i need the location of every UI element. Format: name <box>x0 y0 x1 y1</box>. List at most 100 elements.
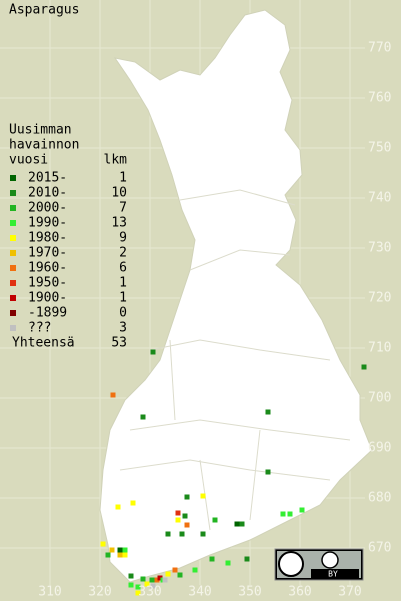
occurrence <box>175 510 181 516</box>
license-text: BY <box>328 570 338 579</box>
finland-outline <box>99 9 373 583</box>
by-bar <box>311 569 359 578</box>
x-tick-label: 320 <box>88 585 111 600</box>
x-tick-label: 360 <box>288 585 311 600</box>
occurrence <box>130 500 136 506</box>
occurrence <box>117 552 123 558</box>
legend-swatch <box>10 175 16 181</box>
legend-count: 1 <box>119 276 127 291</box>
x-tick-label: 330 <box>138 585 161 600</box>
occurrence <box>100 541 106 547</box>
legend-label: 1900- <box>28 291 67 306</box>
occurrence <box>122 547 128 553</box>
occurrence <box>115 504 121 510</box>
occurrence <box>165 571 171 577</box>
legend-swatch <box>10 325 16 331</box>
y-tick-label: 730 <box>368 241 391 256</box>
legend-label: 2010- <box>28 186 67 201</box>
occurrence <box>128 573 134 579</box>
by-icon <box>321 551 339 569</box>
legend-swatch <box>10 295 16 301</box>
legend-label: ??? <box>28 321 51 336</box>
y-tick-label: 710 <box>368 341 391 356</box>
occurrence <box>110 392 116 398</box>
occurrence <box>179 531 185 537</box>
occurrence <box>192 567 198 573</box>
occurrence <box>154 577 160 583</box>
occurrence <box>140 576 146 582</box>
legend-label: 1950- <box>28 276 67 291</box>
legend-count: 1 <box>119 171 127 186</box>
legend-header: Uusimman <box>9 123 72 138</box>
occurrence <box>135 590 141 596</box>
occurrence <box>209 556 215 562</box>
occurrence <box>184 522 190 528</box>
occurrence <box>109 547 115 553</box>
legend-count: 9 <box>119 231 127 246</box>
x-tick-label: 350 <box>238 585 261 600</box>
occurrence <box>175 517 181 523</box>
occurrence <box>265 409 271 415</box>
legend-swatch <box>10 265 16 271</box>
occurrence <box>172 567 178 573</box>
y-tick-label: 770 <box>368 41 391 56</box>
legend-label: 2015- <box>28 171 67 186</box>
legend-swatch <box>10 220 16 226</box>
legend-total-label: Yhteensä <box>12 336 75 351</box>
occurrence <box>157 575 163 581</box>
occurrence <box>150 583 156 589</box>
map-title: Asparagus <box>9 3 79 18</box>
occurrence <box>162 577 168 583</box>
y-tick-label: 760 <box>368 91 391 106</box>
y-tick-label: 750 <box>368 141 391 156</box>
legend-count: 0 <box>119 306 127 321</box>
legend-swatch <box>10 190 16 196</box>
legend-swatch <box>10 280 16 286</box>
occurrence <box>184 494 190 500</box>
occurrence <box>234 521 240 527</box>
legend-header: vuosi <box>9 153 48 168</box>
legend-label: 1990- <box>28 216 67 231</box>
occurrence <box>225 560 231 566</box>
occurrence <box>244 556 250 562</box>
legend-count: 1 <box>119 291 127 306</box>
occurrence <box>239 521 245 527</box>
occurrence <box>361 364 367 370</box>
occurrence <box>144 581 150 587</box>
license-badge: BY <box>274 548 364 581</box>
x-tick-label: 370 <box>338 585 361 600</box>
occurrence <box>265 469 271 475</box>
occurrence <box>182 513 188 519</box>
y-tick-label: 690 <box>368 441 391 456</box>
legend-count: 13 <box>111 216 127 231</box>
x-tick-label: 340 <box>188 585 211 600</box>
legend-count: 2 <box>119 246 127 261</box>
legend-label: -1899 <box>28 306 67 321</box>
occurrence <box>165 531 171 537</box>
occurrence <box>200 531 206 537</box>
legend-swatch <box>10 235 16 241</box>
legend-count: 7 <box>119 201 127 216</box>
occurrence <box>200 493 206 499</box>
y-tick-label: 700 <box>368 391 391 406</box>
cc-icon <box>278 551 304 577</box>
occurrence <box>105 552 111 558</box>
occurrence <box>280 511 286 517</box>
legend-swatch <box>10 250 16 256</box>
occurrence <box>177 572 183 578</box>
occurrence <box>150 349 156 355</box>
legend-swatch <box>10 205 16 211</box>
legend-swatch <box>10 310 16 316</box>
occurrence <box>122 552 128 558</box>
occurrence <box>287 511 293 517</box>
occurrence <box>149 577 155 583</box>
legend-header: havainnon <box>9 138 79 153</box>
y-tick-label: 740 <box>368 191 391 206</box>
legend-count-header: lkm <box>104 153 128 168</box>
y-tick-label: 680 <box>368 491 391 506</box>
occurrence <box>140 414 146 420</box>
occurrence <box>117 547 123 553</box>
y-tick-label: 720 <box>368 291 391 306</box>
